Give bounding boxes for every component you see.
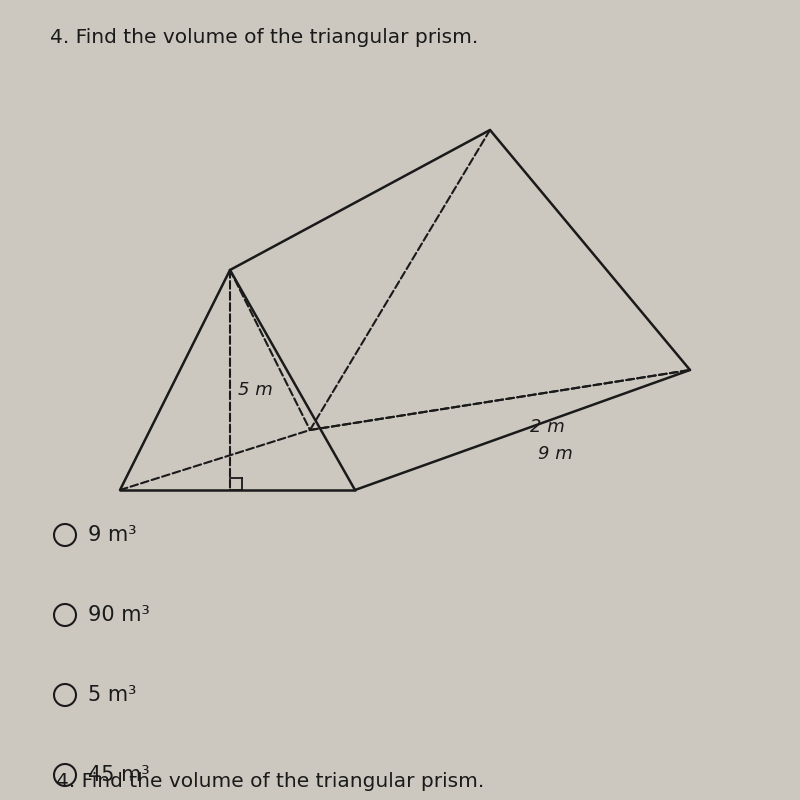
Text: 9 m³: 9 m³ xyxy=(88,525,137,545)
Text: 4. Find the volume of the triangular prism.: 4. Find the volume of the triangular pri… xyxy=(56,772,484,791)
Text: 4. Find the volume of the triangular prism.: 4. Find the volume of the triangular pri… xyxy=(50,28,478,47)
Text: 5 m³: 5 m³ xyxy=(88,685,136,705)
Text: 45 m³: 45 m³ xyxy=(88,765,150,785)
Text: 9 m: 9 m xyxy=(538,445,572,463)
Text: 2 m: 2 m xyxy=(530,418,565,436)
Text: 90 m³: 90 m³ xyxy=(88,605,150,625)
Text: 5 m: 5 m xyxy=(238,381,273,399)
